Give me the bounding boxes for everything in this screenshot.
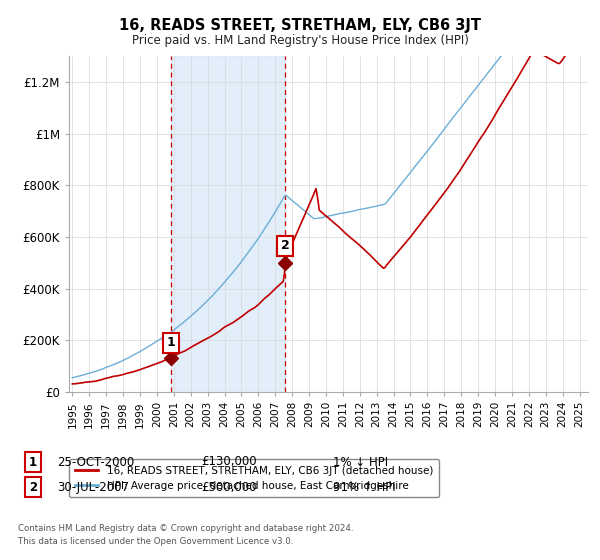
Text: 2: 2 bbox=[281, 240, 289, 253]
Text: 16, READS STREET, STRETHAM, ELY, CB6 3JT: 16, READS STREET, STRETHAM, ELY, CB6 3JT bbox=[119, 18, 481, 32]
Text: £130,000: £130,000 bbox=[201, 455, 257, 469]
Text: 91% ↑ HPI: 91% ↑ HPI bbox=[333, 480, 395, 494]
Text: Price paid vs. HM Land Registry's House Price Index (HPI): Price paid vs. HM Land Registry's House … bbox=[131, 34, 469, 47]
Bar bbox=[171, 56, 285, 392]
Text: 25-OCT-2000: 25-OCT-2000 bbox=[57, 455, 134, 469]
Legend: 16, READS STREET, STRETHAM, ELY, CB6 3JT (detached house), HPI: Average price, d: 16, READS STREET, STRETHAM, ELY, CB6 3JT… bbox=[69, 459, 439, 497]
Text: £500,000: £500,000 bbox=[201, 480, 257, 494]
Text: 1: 1 bbox=[166, 337, 175, 349]
Text: 1% ↓ HPI: 1% ↓ HPI bbox=[333, 455, 388, 469]
Text: 30-JUL-2007: 30-JUL-2007 bbox=[57, 480, 129, 494]
Text: 2: 2 bbox=[29, 480, 37, 494]
Text: Contains HM Land Registry data © Crown copyright and database right 2024.
This d: Contains HM Land Registry data © Crown c… bbox=[18, 524, 353, 545]
Text: 1: 1 bbox=[29, 455, 37, 469]
